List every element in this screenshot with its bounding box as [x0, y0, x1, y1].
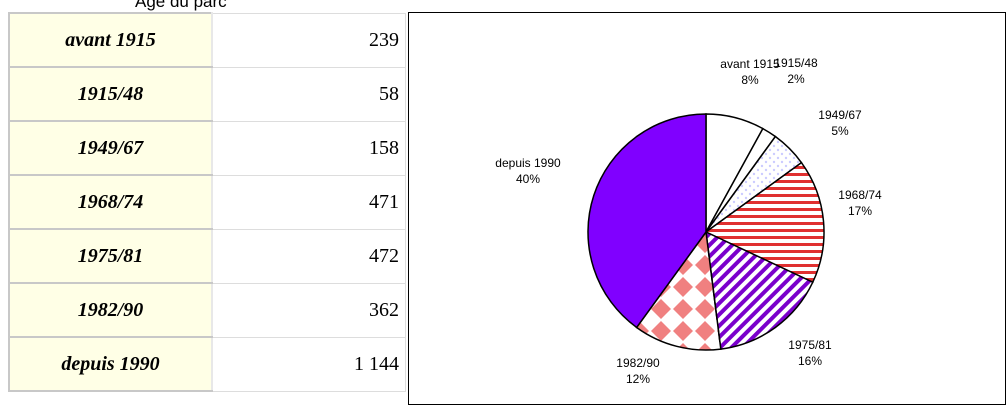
slice-label: 1949/67 [818, 108, 862, 122]
slice-label: 1915/48 [774, 56, 818, 70]
slice-label: 1975/81 [788, 338, 832, 352]
slice-percent: 40% [516, 172, 540, 186]
row-label: 1975/81 [8, 228, 213, 284]
table-row: 1982/90 362 [8, 282, 406, 338]
row-value: 472 [211, 228, 406, 284]
pie-slice [635, 230, 722, 351]
row-value: 1 144 [211, 336, 406, 392]
row-value: 58 [211, 66, 406, 122]
pie-slice [704, 161, 825, 284]
slice-percent: 12% [626, 372, 650, 386]
table-row: 1975/81 472 [8, 228, 406, 284]
row-label: depuis 1990 [8, 336, 213, 392]
table-row: avant 1915 239 [8, 12, 406, 68]
table-row: 1915/48 58 [8, 66, 406, 122]
chart: avant 1915 8% 1915/48 2% 1949/67 5% 1968/74 17%… [408, 12, 1006, 405]
slice-label: avant 1915 [720, 57, 780, 71]
slice-label: 1982/90 [616, 356, 660, 370]
slice-percent: 17% [848, 204, 872, 218]
pie-slice [587, 113, 707, 329]
table-row: depuis 1990 1 144 [8, 336, 406, 392]
table-row: 1968/74 471 [8, 174, 406, 230]
pie-slice [705, 230, 814, 350]
table-row: 1949/67 158 [8, 120, 406, 176]
row-label: 1968/74 [8, 174, 213, 230]
row-label: 1982/90 [8, 282, 213, 338]
row-label: 1949/67 [8, 120, 213, 176]
row-label: avant 1915 [8, 12, 213, 68]
slice-label: 1968/74 [838, 188, 882, 202]
slice-percent: 8% [741, 73, 759, 87]
row-label: 1915/48 [8, 66, 213, 122]
slice-percent: 2% [787, 72, 805, 86]
slice-percent: 16% [798, 354, 822, 368]
slice-percent: 5% [831, 124, 849, 138]
row-value: 471 [211, 174, 406, 230]
data-table: avant 1915 239 1915/48 58 1949/67 158 1968/74 4… [8, 12, 406, 392]
row-value: 362 [211, 282, 406, 338]
row-value: 239 [211, 12, 406, 68]
title: Âge du parc [135, 0, 227, 11]
slice-label: depuis 1990 [495, 156, 561, 170]
row-value: 158 [211, 120, 406, 176]
